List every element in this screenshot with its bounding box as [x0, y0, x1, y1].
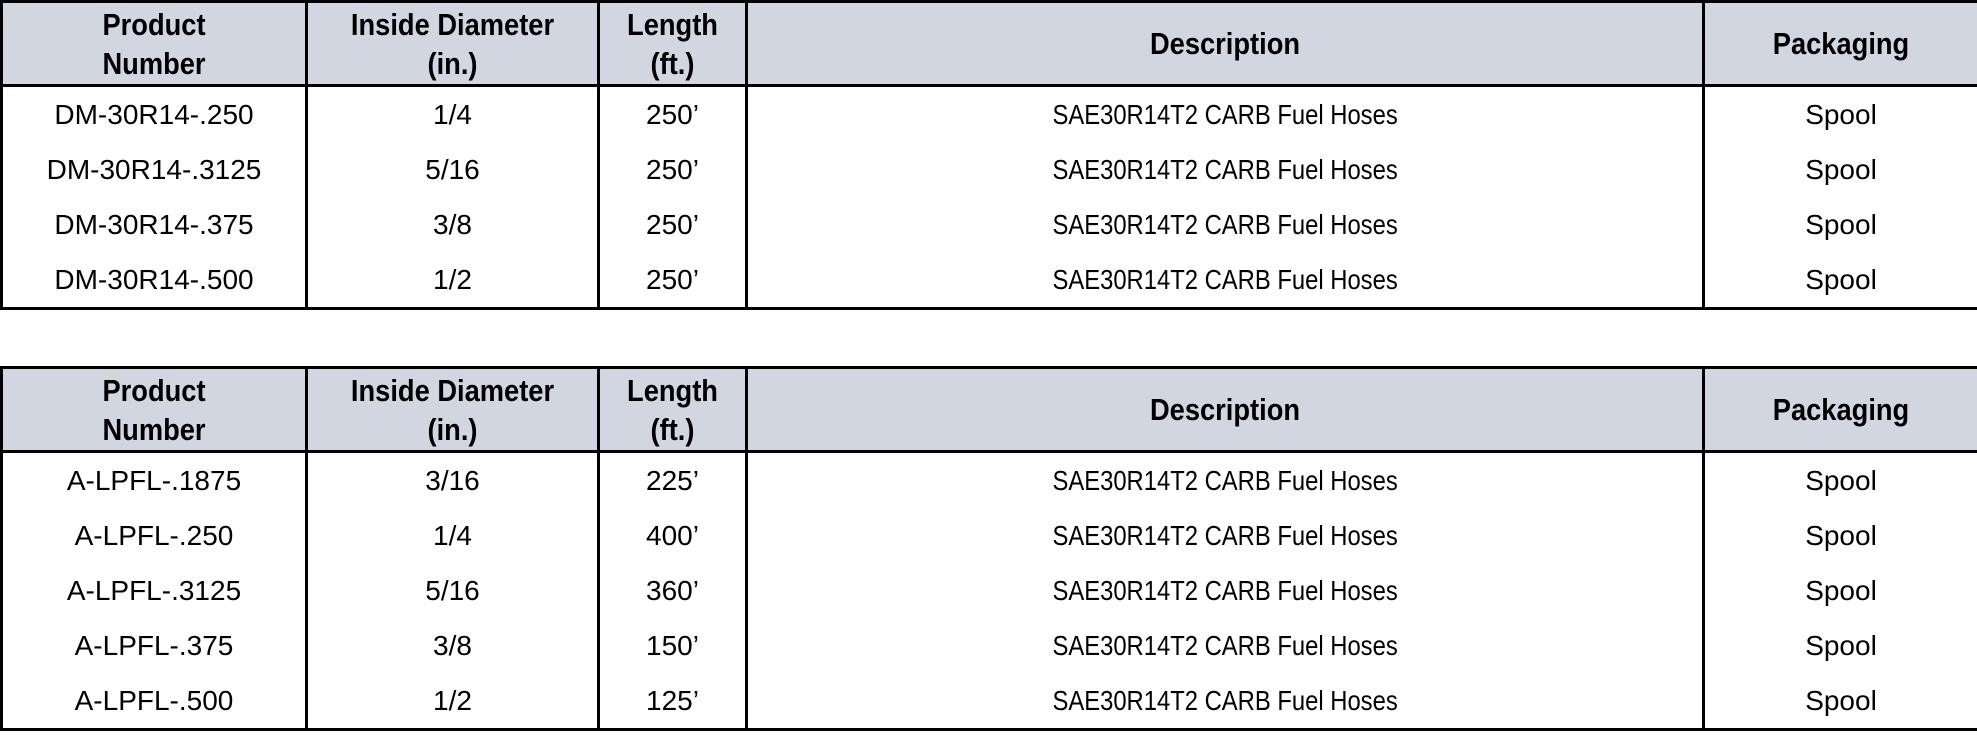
table-row: DM-30R14-.375 3/8 250’ SAE30R14T2 CARB F…: [0, 197, 1977, 252]
cell-packaging: Spool: [1702, 197, 1977, 252]
cell-product-number: A-LPFL-.250: [0, 508, 308, 563]
table-body: DM-30R14-.250 1/4 250’ SAE30R14T2 CARB F…: [0, 85, 1977, 309]
header-label: (in.): [427, 411, 478, 447]
cell-product-number: DM-30R14-.375: [0, 197, 308, 252]
cell-product-number: DM-30R14-.3125: [0, 142, 308, 197]
header-row: Product Number Inside Diameter (in.) Len…: [0, 1, 1977, 87]
cell-inside-diameter: 1/2: [305, 673, 600, 730]
table-row: A-LPFL-.3125 5/16 360’ SAE30R14T2 CARB F…: [0, 563, 1977, 618]
table-row: A-LPFL-.1875 3/16 225’ SAE30R14T2 CARB F…: [0, 451, 1977, 508]
product-table-dm-30r14: Product Number Inside Diameter (in.) Len…: [0, 0, 1977, 310]
cell-packaging: Spool: [1702, 508, 1977, 563]
cell-description: SAE30R14T2 CARB Fuel Hoses: [745, 252, 1705, 309]
header-label: Inside Diameter: [350, 6, 555, 42]
cell-product-number: DM-30R14-.500: [0, 252, 308, 309]
table-body: A-LPFL-.1875 3/16 225’ SAE30R14T2 CARB F…: [0, 451, 1977, 730]
table-row: A-LPFL-.375 3/8 150’ SAE30R14T2 CARB Fue…: [0, 618, 1977, 673]
header-label: Description: [1149, 26, 1301, 61]
header-label: Number: [102, 411, 206, 447]
cell-packaging: Spool: [1702, 673, 1977, 730]
cell-product-number: DM-30R14-.250: [0, 85, 308, 142]
header-label: Description: [1149, 392, 1301, 427]
header-row: Product Number Inside Diameter (in.) Len…: [0, 367, 1977, 453]
product-table-a-lpfl: Product Number Inside Diameter (in.) Len…: [0, 366, 1977, 731]
header-label: (ft.): [650, 45, 695, 81]
cell-length: 250’: [597, 252, 748, 309]
cell-inside-diameter: 5/16: [305, 142, 600, 197]
header-label: Length: [627, 372, 718, 408]
col-header-product-number: Product Number: [0, 367, 308, 453]
cell-description: SAE30R14T2 CARB Fuel Hoses: [745, 197, 1705, 252]
header-label: Packaging: [1772, 26, 1910, 61]
table-row: A-LPFL-.250 1/4 400’ SAE30R14T2 CARB Fue…: [0, 508, 1977, 563]
cell-length: 225’: [597, 451, 748, 508]
cell-length: 360’: [597, 563, 748, 618]
header-label: (ft.): [650, 411, 695, 447]
cell-inside-diameter: 3/16: [305, 451, 600, 508]
col-header-product-number: Product Number: [0, 1, 308, 87]
cell-description: SAE30R14T2 CARB Fuel Hoses: [745, 142, 1705, 197]
header-label: (in.): [427, 45, 478, 81]
header-label: Number: [102, 45, 206, 81]
cell-inside-diameter: 1/4: [305, 85, 600, 142]
cell-product-number: A-LPFL-.1875: [0, 451, 308, 508]
header-label: Length: [627, 6, 718, 42]
cell-description: SAE30R14T2 CARB Fuel Hoses: [745, 451, 1705, 508]
col-header-inside-diameter: Inside Diameter (in.): [305, 367, 600, 453]
cell-description: SAE30R14T2 CARB Fuel Hoses: [745, 673, 1705, 730]
table-row: A-LPFL-.500 1/2 125’ SAE30R14T2 CARB Fue…: [0, 673, 1977, 730]
cell-description: SAE30R14T2 CARB Fuel Hoses: [745, 508, 1705, 563]
col-header-description: Description: [745, 367, 1705, 453]
cell-packaging: Spool: [1702, 563, 1977, 618]
cell-length: 125’: [597, 673, 748, 730]
cell-description: SAE30R14T2 CARB Fuel Hoses: [745, 618, 1705, 673]
cell-inside-diameter: 3/8: [305, 197, 600, 252]
cell-inside-diameter: 5/16: [305, 563, 600, 618]
cell-length: 250’: [597, 197, 748, 252]
table-header: Product Number Inside Diameter (in.) Len…: [0, 367, 1977, 453]
table-row: DM-30R14-.250 1/4 250’ SAE30R14T2 CARB F…: [0, 85, 1977, 142]
cell-inside-diameter: 3/8: [305, 618, 600, 673]
cell-product-number: A-LPFL-.500: [0, 673, 308, 730]
cell-inside-diameter: 1/4: [305, 508, 600, 563]
col-header-inside-diameter: Inside Diameter (in.): [305, 1, 600, 87]
header-label: Inside Diameter: [350, 372, 555, 408]
cell-packaging: Spool: [1702, 252, 1977, 309]
cell-length: 250’: [597, 85, 748, 142]
header-label: Product: [102, 372, 206, 408]
col-header-length: Length (ft.): [597, 1, 748, 87]
cell-product-number: A-LPFL-.3125: [0, 563, 308, 618]
table-row: DM-30R14-.3125 5/16 250’ SAE30R14T2 CARB…: [0, 142, 1977, 197]
cell-packaging: Spool: [1702, 142, 1977, 197]
table-row: DM-30R14-.500 1/2 250’ SAE30R14T2 CARB F…: [0, 252, 1977, 309]
col-header-description: Description: [745, 1, 1705, 87]
col-header-length: Length (ft.): [597, 367, 748, 453]
cell-length: 250’: [597, 142, 748, 197]
cell-length: 150’: [597, 618, 748, 673]
cell-packaging: Spool: [1702, 85, 1977, 142]
cell-description: SAE30R14T2 CARB Fuel Hoses: [745, 563, 1705, 618]
cell-packaging: Spool: [1702, 618, 1977, 673]
header-label: Product: [102, 6, 206, 42]
cell-packaging: Spool: [1702, 451, 1977, 508]
table-header: Product Number Inside Diameter (in.) Len…: [0, 1, 1977, 87]
col-header-packaging: Packaging: [1702, 1, 1977, 87]
col-header-packaging: Packaging: [1702, 367, 1977, 453]
cell-length: 400’: [597, 508, 748, 563]
header-label: Packaging: [1772, 392, 1910, 427]
cell-inside-diameter: 1/2: [305, 252, 600, 309]
cell-product-number: A-LPFL-.375: [0, 618, 308, 673]
cell-description: SAE30R14T2 CARB Fuel Hoses: [745, 85, 1705, 142]
